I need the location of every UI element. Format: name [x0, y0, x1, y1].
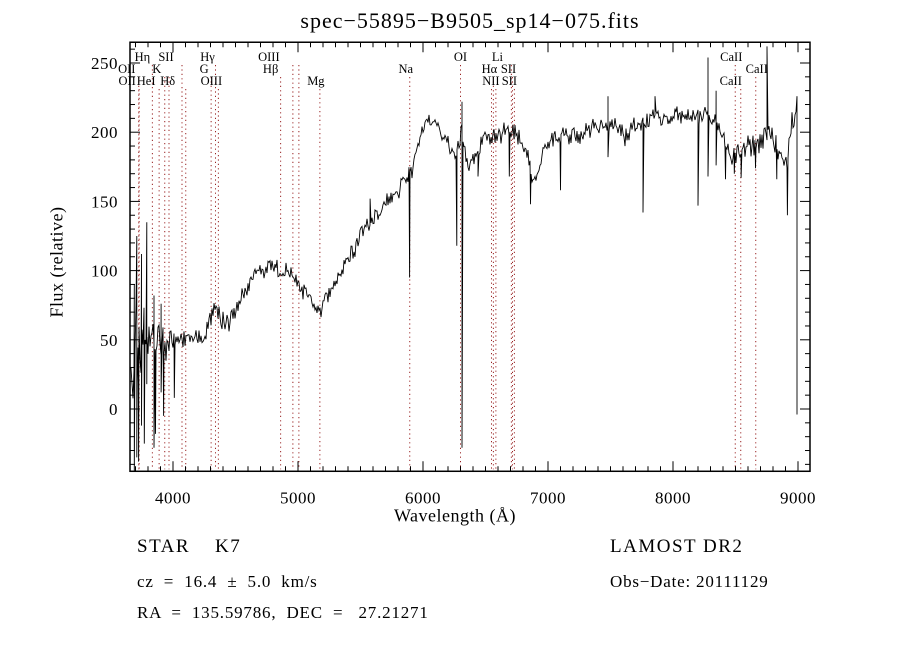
survey-name-text: LAMOST DR2: [610, 536, 744, 557]
spectral-line-label: SII: [502, 74, 517, 88]
spectral-line-label: Na: [398, 62, 413, 76]
x-tick-label: 5000: [280, 488, 316, 507]
classification-text: STAR K7: [137, 536, 242, 557]
x-tick-label: 6000: [405, 488, 441, 507]
spectral-line-label: OII: [118, 74, 135, 88]
spectral-line-label: OI: [454, 50, 467, 64]
spectral-line-label: Hγ: [200, 50, 215, 64]
x-tick-label: 7000: [530, 488, 566, 507]
y-axis-label: Flux (relative): [46, 206, 67, 318]
plot-title: spec−55895−B9505_sp14−075.fits: [300, 8, 640, 33]
y-tick-label: 200: [91, 123, 118, 142]
spectral-line-label: Hα: [482, 62, 498, 76]
ra-dec-text: RA = 135.59786, DEC = 27.21271: [137, 603, 429, 622]
spectral-line-label: SII: [158, 50, 173, 64]
spectral-line-label: CaII: [746, 62, 768, 76]
spectrum-trace: [129, 46, 798, 472]
spectral-line-label: OII: [118, 62, 135, 76]
x-tick-label: 8000: [655, 488, 691, 507]
spectral-line-label: G: [200, 62, 209, 76]
spectral-line-label: NII: [482, 74, 499, 88]
spectral-line-label: K: [152, 62, 161, 76]
y-tick-label: 50: [100, 331, 118, 350]
plot-frame: [129, 41, 811, 473]
y-tick-label: 0: [109, 400, 118, 419]
y-tick-label: 250: [91, 54, 118, 73]
spectral-line-label: Hδ: [160, 74, 175, 88]
x-axis-label: Wavelength (Å): [393, 505, 517, 526]
obs-date-text: Obs−Date: 20111129: [610, 572, 769, 591]
y-tick-label: 150: [91, 192, 118, 211]
spectral-line-label: OIII: [201, 74, 223, 88]
y-tick-label: 100: [91, 262, 118, 281]
cz-velocity-text: cz = 16.4 ± 5.0 km/s: [137, 572, 318, 591]
spectral-line-label: Mg: [307, 74, 325, 88]
spectral-line-label: Hβ: [263, 62, 278, 76]
spectral-line-label: CaII: [720, 50, 742, 64]
spectral-line-label: HeI: [137, 74, 156, 88]
x-tick-label: 9000: [780, 488, 816, 507]
spectral-line-label: Li: [492, 50, 504, 64]
x-tick-label: 4000: [155, 488, 191, 507]
spectral-line-label: CaII: [720, 74, 742, 88]
spectral-line-label: OIII: [258, 50, 280, 64]
spectral-line-label: Hη: [135, 50, 151, 64]
spectral-line-label: SII: [501, 62, 516, 76]
